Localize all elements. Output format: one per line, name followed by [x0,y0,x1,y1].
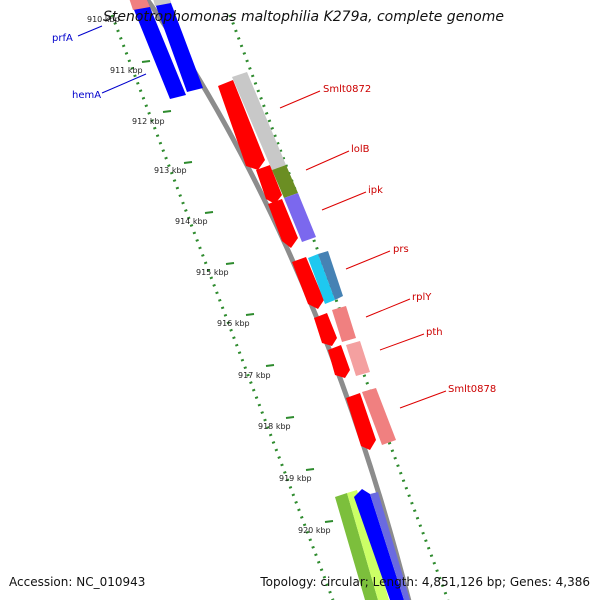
forward-gene-labels: Smlt0872 lolB ipk prs rplY pth Smlt0878 [323,84,496,395]
leader-rplY [365,298,411,318]
accession-label: Accession: NC_010943 [9,575,146,589]
gene-pth-cds[interactable] [328,345,350,378]
gene-lolB-cog [272,165,298,198]
gene-prs-cog-2 [318,251,343,300]
gene-prs-cds[interactable] [292,257,324,309]
gene-ipk-cds[interactable] [268,199,298,248]
forward-strand-genes [218,80,376,450]
genome-summary: Topology: circular; Length: 4,851,126 bp… [260,575,590,589]
gene-label-hemA[interactable]: hemA [72,90,101,101]
scale-tick-mark [225,262,235,265]
scale-label: 910 kbp [87,15,120,24]
gene-prfA[interactable] [128,0,186,99]
gene-green-bar [335,493,378,600]
scale-tick-mark [285,416,295,419]
leader-lolB [305,150,350,171]
scale-label: 916 kbp [217,319,250,328]
gene-label-ipk[interactable]: ipk [368,185,383,196]
gene-Smlt0878-cog [362,388,396,445]
scale-label: 913 kbp [154,166,187,175]
gene-bottom-reverse-2 [370,492,410,600]
gene-label-lolB[interactable]: lolB [351,144,370,155]
cog-category-genes [232,72,396,445]
gene-prs-cog-1 [308,254,335,304]
reverse-gene-leaders [77,25,147,94]
leader-Smlt0872 [279,90,321,109]
reverse-strand-genes [128,0,203,99]
gene-label-pth[interactable]: pth [426,327,443,338]
scale-label: 911 kbp [110,66,143,75]
gene-lolB-cds[interactable] [256,165,282,204]
scale-tick-mark [324,520,334,523]
scale-tick-mark [162,110,172,113]
gene-ipk-cog [284,193,316,242]
bottom-genes [335,489,410,600]
gene-Smlt0872-cds[interactable] [218,80,265,170]
scale-label: 917 kbp [238,371,271,380]
gene-label-Smlt0878[interactable]: Smlt0878 [448,384,496,395]
gene-hemA-tip [153,0,171,6]
gene-bottom-reverse-1[interactable] [354,489,404,600]
leader-pth [379,333,425,351]
gene-lime-bar [347,490,389,600]
scale-tick-marks [141,60,334,523]
map-title: Stenotrophomonas maltophilia K279a, comp… [103,9,504,25]
scale-label: 918 kbp [258,422,291,431]
outer-dotted-ring [228,14,450,600]
gene-label-prfA[interactable]: prfA [52,33,73,44]
gene-label-Smlt0872[interactable]: Smlt0872 [323,84,371,95]
inner-dotted-ring [110,14,335,600]
scale-label: 919 kbp [279,474,312,483]
gene-pth-cog [346,341,370,376]
scale-label: 912 kbp [132,117,165,126]
gene-rplY-cds[interactable] [314,313,337,346]
gene-prfA-tip [129,0,150,10]
scale-tick-mark [204,211,214,214]
gene-label-rplY[interactable]: rplY [412,292,432,303]
scale-tick-mark [183,161,193,164]
gene-Smlt0872-cog [232,72,286,170]
scale-label: 920 kbp [298,526,331,535]
leader-prs [345,250,391,270]
scale-tick-mark [141,60,151,63]
scale-tick-mark [265,364,275,367]
gene-rplY-cog [332,306,356,342]
gene-Smlt0878-cds[interactable] [346,393,376,450]
leader-prfA [77,25,103,37]
leader-hemA [101,73,147,94]
scale-tick-mark [305,468,315,471]
scale-tick-mark [245,313,255,316]
leader-ipk [321,191,367,211]
gene-hemA[interactable] [152,0,203,92]
leader-Smlt0878 [399,390,447,409]
scale-labels: 910 kbp 911 kbp 912 kbp 913 kbp 914 kbp … [87,15,331,535]
gene-label-prs[interactable]: prs [393,244,409,255]
forward-gene-leaders [279,90,447,409]
scale-label: 914 kbp [175,217,208,226]
reverse-gene-labels: prfA hemA [52,33,101,101]
scale-label: 915 kbp [196,268,229,277]
